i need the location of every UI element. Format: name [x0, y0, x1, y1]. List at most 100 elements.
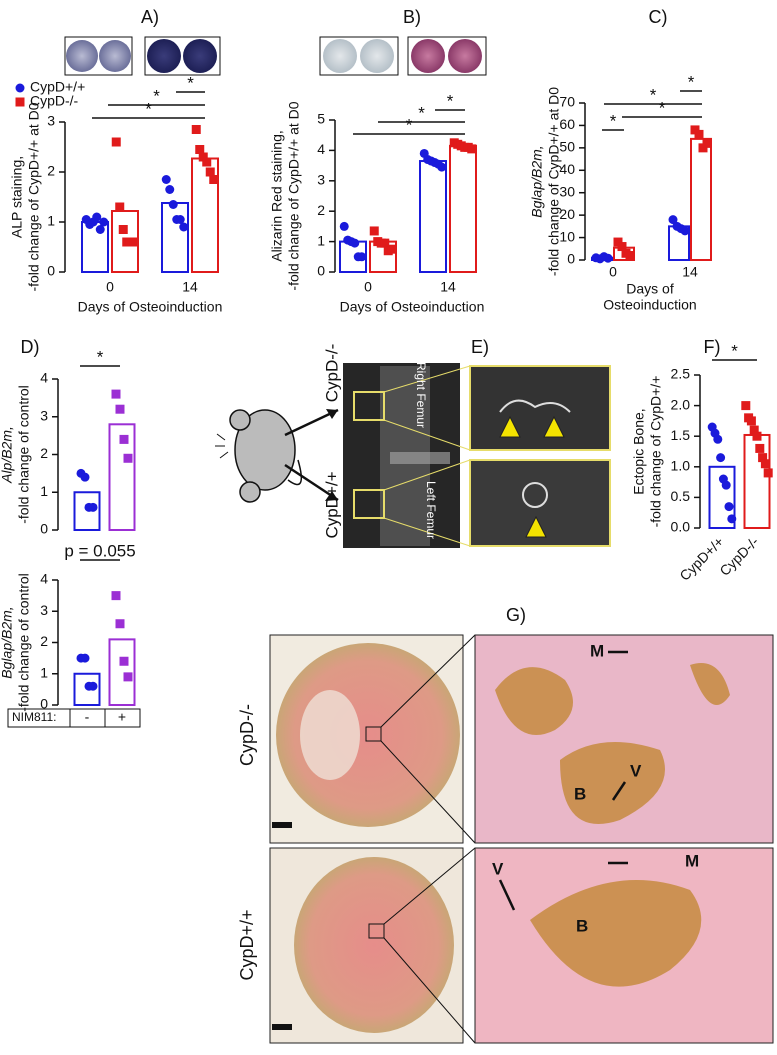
legend-label: CypD+/+ — [30, 79, 85, 95]
panel-title: B) — [403, 7, 421, 27]
y-tick-label: 1.0 — [671, 458, 691, 474]
y-axis-label: Bglap/B2m, — [529, 145, 545, 217]
significance-label: * — [610, 111, 617, 130]
y-tick-label: 2.5 — [671, 366, 691, 382]
data-point — [111, 389, 121, 399]
y-axis-label: Alizarin Red staining, — [269, 130, 285, 262]
y-tick-label: 60 — [559, 116, 575, 132]
panel-title: D) — [21, 337, 40, 357]
y-tick-label: 70 — [559, 94, 575, 110]
data-point — [755, 443, 765, 453]
data-point — [350, 238, 360, 248]
y-axis-label: Ectopic Bone, — [631, 408, 647, 494]
y-tick-label: 2 — [40, 633, 48, 649]
x-tick-label: 14 — [182, 279, 198, 295]
data-point — [625, 251, 635, 261]
data-point — [175, 215, 185, 224]
significance-label: * — [406, 115, 413, 134]
significance-label: * — [418, 103, 425, 122]
x-axis-label: Osteoinduction — [603, 297, 696, 313]
data-point — [387, 244, 397, 254]
y-tick-label: 0 — [317, 263, 325, 279]
y-tick-label: 40 — [559, 161, 575, 177]
histology-mark: B — [576, 916, 588, 935]
y-tick-label: 0.5 — [671, 488, 691, 504]
data-point — [467, 144, 477, 154]
table-cell — [7, 708, 71, 728]
x-tick-label: 14 — [682, 264, 698, 280]
data-point — [92, 212, 102, 222]
significance-label: * — [650, 85, 657, 104]
data-point — [115, 404, 125, 414]
data-point — [763, 468, 773, 478]
data-point — [339, 221, 349, 231]
y-axis-label: -fold change of control — [16, 573, 32, 712]
group-label: CypD+/+ — [237, 909, 257, 980]
data-point — [80, 653, 90, 663]
data-point — [195, 145, 205, 154]
data-point — [760, 459, 770, 469]
y-axis-label: -fold change of CypD+/+ at D0 — [26, 102, 42, 291]
panel-g: G) CypD-/- CypD+/+ M V B M V B — [237, 605, 774, 1044]
significance-label: * — [153, 86, 160, 105]
y-tick-label: 3 — [47, 113, 55, 129]
panel-title: E) — [471, 337, 489, 357]
histology-mark: B — [574, 784, 586, 803]
data-point — [129, 237, 139, 247]
y-tick-label: 4 — [40, 370, 48, 386]
data-point — [15, 97, 25, 107]
histology-mark: M — [685, 851, 699, 870]
y-tick-label: 4 — [40, 571, 48, 587]
y-tick-label: 0 — [40, 521, 48, 537]
data-point — [437, 162, 447, 172]
data-point — [161, 175, 171, 184]
data-point — [115, 202, 125, 212]
panel-title: G) — [506, 605, 526, 625]
bar — [108, 638, 136, 706]
y-tick-label: 1 — [47, 213, 55, 229]
y-axis-label: -fold change of control — [16, 385, 32, 524]
data-point — [111, 137, 121, 147]
y-tick-label: 20 — [559, 206, 575, 222]
y-axis-label: -fold change of CypD+/+ — [648, 376, 664, 528]
y-tick-label: 3 — [40, 602, 48, 618]
data-point — [165, 185, 175, 194]
data-point — [380, 238, 390, 248]
y-tick-label: 0 — [567, 251, 575, 267]
significance-label: * — [97, 347, 104, 366]
group-label: CypD-/- — [322, 344, 341, 403]
data-point — [716, 453, 726, 463]
data-point — [115, 619, 125, 629]
y-tick-label: 1 — [317, 232, 325, 248]
bar — [161, 202, 189, 273]
well-images-a — [64, 36, 221, 76]
y-tick-label: 0.0 — [671, 519, 691, 535]
data-point — [713, 434, 723, 444]
x-axis-label: Days of — [626, 281, 674, 297]
data-point — [123, 453, 133, 463]
data-point — [727, 514, 737, 524]
y-tick-label: 5 — [317, 111, 325, 127]
data-point — [179, 222, 189, 232]
histology-mark: M — [590, 641, 604, 660]
data-point — [80, 472, 90, 482]
histology-mark: V — [492, 859, 504, 878]
x-axis-label: Days of Osteoinduction — [340, 299, 485, 315]
y-tick-label: 30 — [559, 183, 575, 199]
y-tick-label: 2 — [40, 445, 48, 461]
significance-label: * — [187, 73, 194, 92]
table-cell — [104, 708, 141, 728]
x-tick-label: CypD+/+ — [676, 533, 726, 583]
data-point — [88, 681, 98, 691]
y-tick-label: 0 — [40, 696, 48, 712]
panel-e: E) CypD-/- CypD+/+ Right Femur Left Femu… — [215, 337, 611, 548]
row-label: NIM811: — [12, 710, 56, 724]
y-tick-label: 4 — [317, 141, 325, 157]
data-point — [357, 252, 367, 262]
x-tick-label: 0 — [609, 264, 617, 280]
y-tick-label: 3 — [317, 172, 325, 188]
data-point — [694, 129, 704, 139]
data-point — [617, 242, 627, 252]
histology-mark: V — [630, 761, 642, 780]
